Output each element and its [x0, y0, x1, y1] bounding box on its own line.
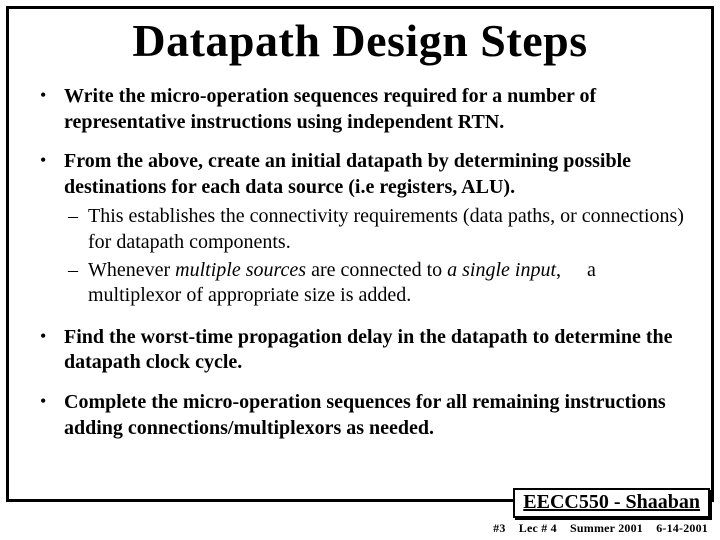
bullet-3: • Find the worst-time propagation delay …: [34, 325, 698, 376]
slide-title: Datapath Design Steps: [0, 14, 720, 67]
footer-date: 6-14-2001: [656, 521, 708, 535]
footer-slide-no: #3: [493, 521, 505, 535]
sub-2-2-mid: are connected to: [306, 259, 447, 281]
bullet-2: • From the above, create an initial data…: [34, 149, 698, 311]
bullet-4-text: Complete the micro-operation sequences f…: [64, 390, 698, 441]
sub-dash: –: [64, 258, 88, 309]
footer-lecture: Lec # 4: [519, 521, 557, 535]
content-area: • Write the micro-operation sequences re…: [34, 84, 698, 455]
sub-2-1-text: This establishes the connectivity requir…: [88, 204, 698, 255]
bullet-2-main: From the above, create an initial datapa…: [64, 150, 631, 198]
bullet-4: • Complete the micro-operation sequences…: [34, 390, 698, 441]
slide: Datapath Design Steps • Write the micro-…: [0, 0, 720, 540]
sub-2-2: – Whenever multiple sources are connecte…: [64, 258, 698, 309]
bullet-dot: •: [34, 325, 64, 376]
sub-dash: –: [64, 204, 88, 255]
sub-2-2-em1: multiple sources: [175, 259, 306, 281]
sub-2-2-text: Whenever multiple sources are connected …: [88, 258, 698, 309]
sub-2-2-em2: a single input: [447, 259, 556, 281]
sub-2-2-trail: a: [587, 259, 596, 281]
bullet-2-text: From the above, create an initial datapa…: [64, 149, 698, 311]
bullet-1-text: Write the micro-operation sequences requ…: [64, 84, 698, 135]
footer-term: Summer 2001: [570, 521, 643, 535]
bullet-dot: •: [34, 390, 64, 441]
bullet-2-subs: – This establishes the connectivity requ…: [64, 204, 698, 308]
bullet-3-text: Find the worst-time propagation delay in…: [64, 325, 698, 376]
bullet-dot: •: [34, 84, 64, 135]
sub-2-2-line2: multiplexor of appropriate size is added…: [88, 284, 411, 306]
footer-meta: #3 Lec # 4 Summer 2001 6-14-2001: [483, 521, 708, 536]
bullet-1: • Write the micro-operation sequences re…: [34, 84, 698, 135]
sub-2-2-comma: ,: [556, 259, 561, 281]
footer-course-box: EECC550 - Shaaban: [513, 488, 710, 518]
sub-2-1: – This establishes the connectivity requ…: [64, 204, 698, 255]
sub-2-2-pre: Whenever: [88, 259, 175, 281]
course-label: EECC550 - Shaaban: [513, 488, 710, 518]
bullet-dot: •: [34, 149, 64, 311]
